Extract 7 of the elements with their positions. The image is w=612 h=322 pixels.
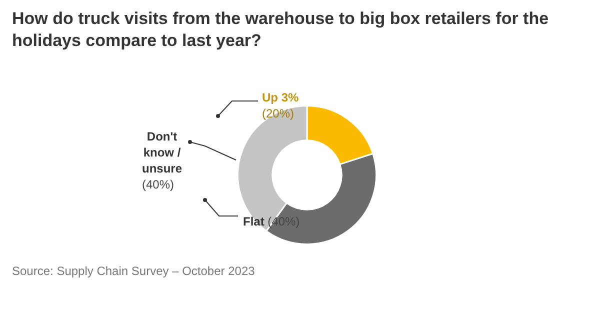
chart-title: How do truck visits from the warehouse to big box retailers for the holidays compare to last year? (12, 8, 550, 52)
data-label: (20%) (262, 106, 294, 120)
data-label: (40%) (142, 177, 174, 192)
slice-label: Flat (243, 214, 264, 228)
slice-label: Up 3% (262, 90, 300, 104)
source-note: Source: Supply Chain Survey – October 2023 (12, 264, 255, 278)
slice-label: Don't know / unsure (142, 129, 182, 176)
